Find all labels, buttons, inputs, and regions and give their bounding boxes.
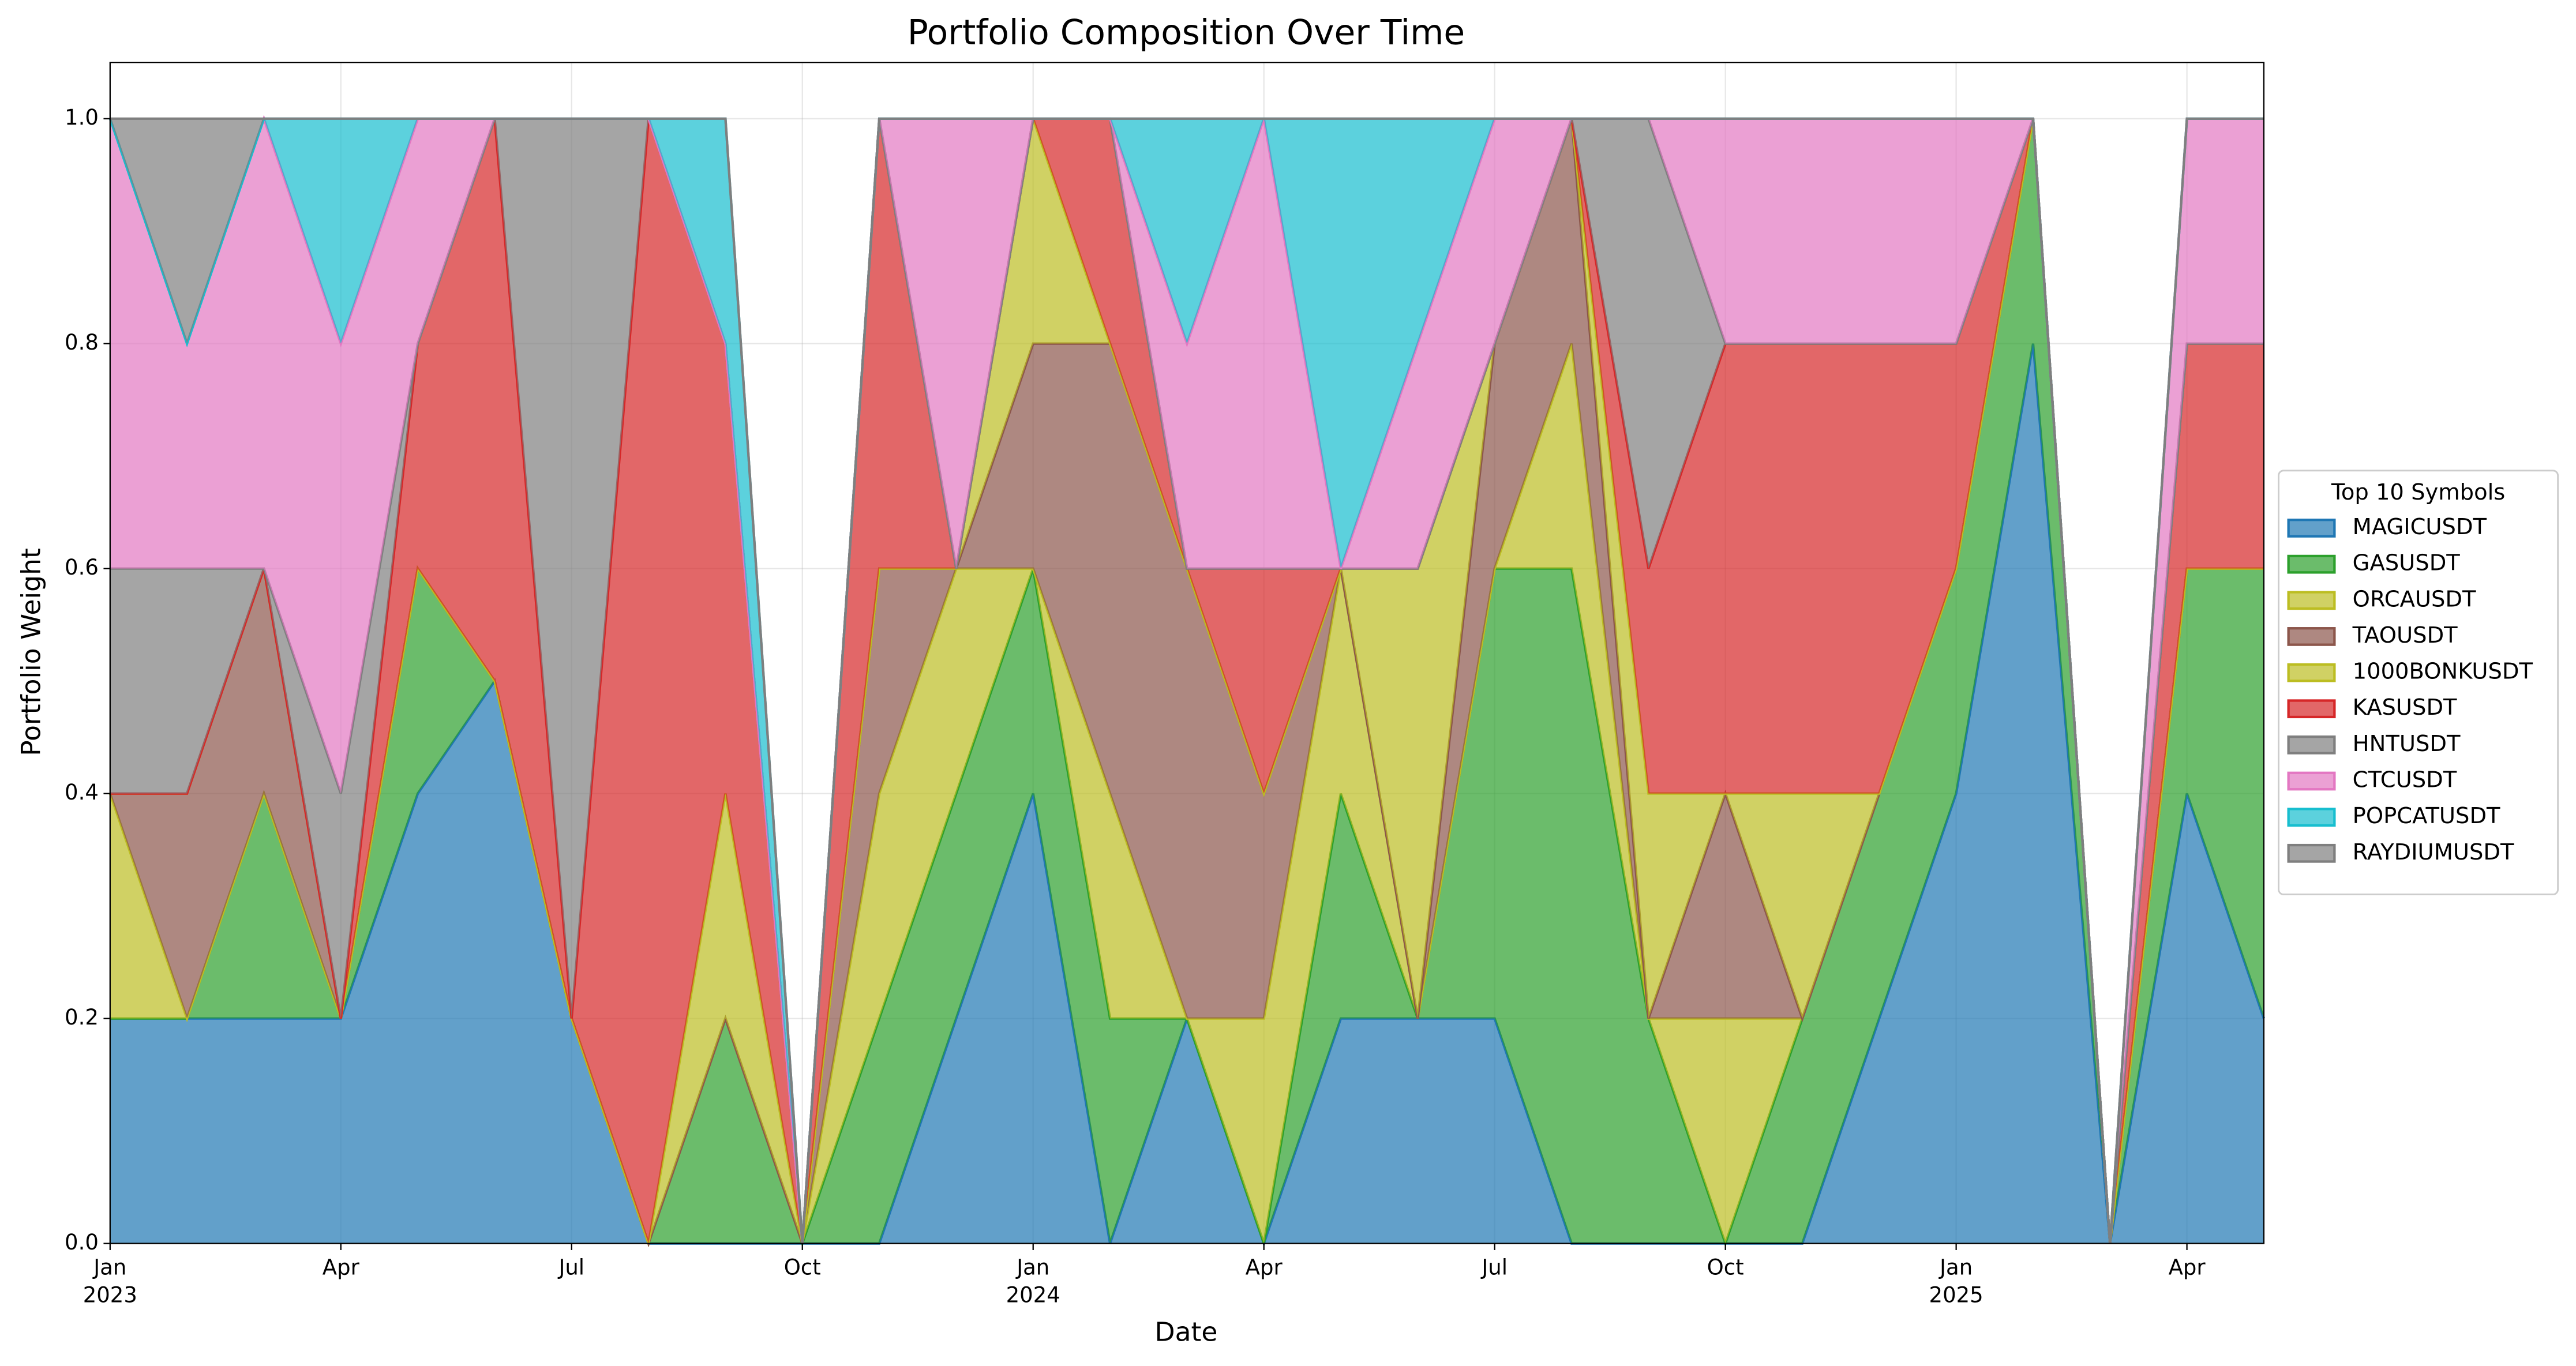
y-tick-label: 0.2 (65, 1005, 99, 1030)
y-axis-label: Portfolio Weight (16, 548, 46, 756)
legend-swatch (2287, 554, 2336, 574)
x-tick-label: Jul (557, 1255, 584, 1279)
legend-label: ORCAUSDT (2353, 586, 2476, 612)
legend-swatch (2287, 663, 2336, 682)
chart-title: Portfolio Composition Over Time (908, 13, 1465, 52)
legend-title: Top 10 Symbols (2331, 479, 2505, 505)
legend-label: TAOUSDT (2352, 622, 2458, 648)
y-tick-label: 0.4 (65, 780, 99, 805)
legend-swatch (2287, 735, 2336, 755)
y-tick-label: 0.6 (65, 555, 99, 580)
legend-label: MAGICUSDT (2353, 514, 2487, 540)
plot-areas (108, 115, 2265, 1248)
x-tick-label: Oct (784, 1255, 821, 1279)
legend-swatch (2287, 699, 2336, 719)
axes: 0.0 0.2 0.4 0.6 0.8 1.0 Jan 2023 Apr Jul Oct Jan 202… (65, 62, 2265, 1307)
x-tick-label: Oct (1707, 1255, 1744, 1279)
area (110, 343, 2264, 1244)
area (110, 118, 2264, 1244)
legend-label: CTCUSDT (2353, 767, 2457, 793)
legend-label: KASUSDT (2353, 695, 2457, 720)
x-tick-label: Apr (323, 1255, 360, 1279)
legend-label: GASUSDT (2353, 550, 2461, 576)
legend-label: POPCATUSDT (2353, 803, 2500, 829)
area (110, 118, 2264, 1244)
area (110, 118, 2264, 1244)
legend-box (2278, 470, 2559, 895)
x-tick-label: Jan 2023 (83, 1255, 137, 1307)
legend: Top 10 Symbols MAGICUSDT GASUSDT ORCAUSDT TA… (2278, 470, 2559, 895)
legend-swatch (2287, 519, 2336, 538)
y-tick-label: 0.0 (65, 1230, 99, 1255)
legend-swatch (2287, 843, 2336, 863)
y-tick-label: 1.0 (65, 105, 99, 130)
legend-label: RAYDIUMUSDT (2353, 839, 2514, 865)
legend-swatch (2287, 627, 2336, 646)
x-tick-label: Apr (1246, 1255, 1283, 1279)
legend-label: 1000BONKUSDT (2353, 659, 2533, 685)
plot-frame (109, 62, 2265, 1244)
x-axis-label: Date (1155, 1317, 1218, 1348)
legend-swatch (2287, 808, 2336, 827)
x-tick-label: Jan 2024 (1006, 1255, 1060, 1307)
legend-swatch (2287, 771, 2336, 791)
x-tick-label: Jul (1480, 1255, 1508, 1279)
legend-swatch (2287, 591, 2336, 610)
legend-label: HNTUSDT (2353, 731, 2461, 757)
y-tick-label: 0.8 (65, 330, 99, 355)
area-edge (110, 117, 2264, 1244)
x-tick-label: Jan 2025 (1929, 1255, 1983, 1307)
x-tick-label: Apr (2169, 1255, 2206, 1279)
